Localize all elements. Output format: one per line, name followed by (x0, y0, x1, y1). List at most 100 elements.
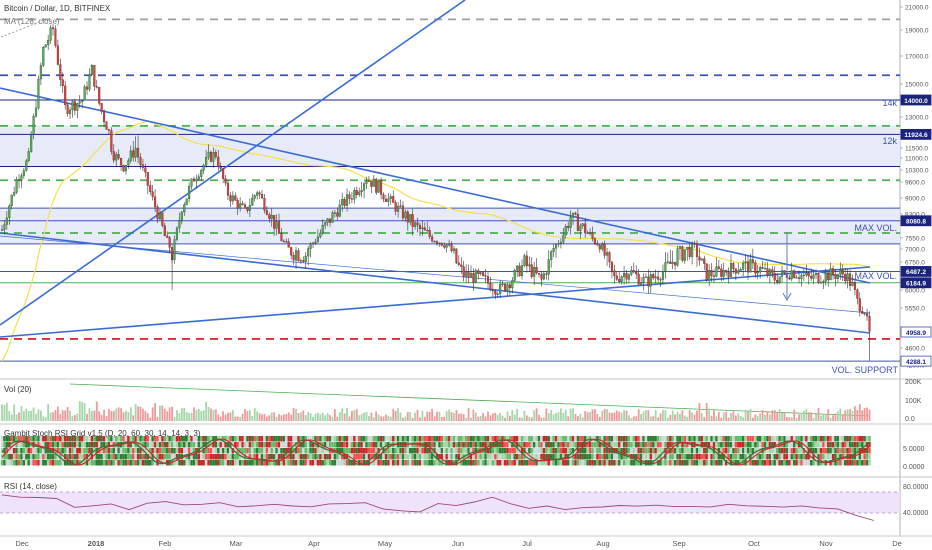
candle (445, 244, 448, 253)
volume-bar (348, 416, 351, 421)
stoch-grid-cell (433, 442, 436, 448)
stoch-grid-cell (800, 460, 803, 466)
stoch-grid-cell (68, 436, 72, 442)
stoch-grid-cell (348, 436, 351, 442)
candle (625, 269, 628, 284)
stoch-grid-cell (613, 436, 616, 442)
stoch-grid-cell (703, 454, 706, 460)
volume-bar (773, 410, 776, 421)
candle (431, 233, 434, 243)
stoch-grid-cell (571, 460, 575, 466)
stoch-grid-cell (258, 442, 261, 448)
candle (729, 253, 733, 278)
candle (168, 235, 171, 254)
time-axis[interactable]: Dec 2018 Feb Mar Apr May Jun Jul Aug Sep Oct Nov De (15, 539, 901, 548)
volume-bar (433, 416, 436, 421)
stoch-grid-cell (450, 442, 453, 448)
stoch-grid-cell (861, 436, 864, 442)
candle (533, 261, 536, 285)
stoch-grid-cell (304, 460, 307, 466)
stoch-grid-cell (192, 460, 196, 466)
candle (452, 246, 456, 255)
stoch-grid-cell (535, 460, 538, 466)
stoch-grid-cell (523, 436, 526, 442)
stoch-grid-cell (42, 460, 45, 466)
stoch-grid-cell (158, 454, 162, 460)
candle (346, 188, 349, 212)
stoch-grid-cell (792, 454, 796, 460)
volume-bar (66, 407, 69, 421)
stoch-grid-cell (659, 436, 662, 442)
candle (54, 25, 57, 48)
stoch-grid-cell (285, 460, 288, 466)
stoch-grid-cell (831, 460, 835, 466)
stoch-grid-cell (744, 436, 747, 442)
volume-bar (178, 413, 181, 421)
stoch-grid-cell (372, 448, 375, 454)
stoch-grid-cell (355, 442, 358, 448)
stoch-grid-cell (394, 460, 397, 466)
candle (236, 197, 239, 216)
stoch-grid-cell (469, 448, 473, 454)
stoch-grid-cell (275, 460, 278, 466)
volume-bar (149, 417, 152, 421)
stoch-grid-cell (265, 460, 269, 466)
stoch-grid-cell (34, 448, 38, 454)
stoch-grid-cell (576, 448, 580, 454)
volume-bar (596, 413, 599, 421)
candle (849, 269, 852, 291)
volume-bar (688, 410, 691, 421)
stoch-grid-cell (212, 442, 215, 448)
candle (649, 271, 652, 293)
stoch-grid-cell (221, 460, 225, 466)
stoch-grid-cell (51, 460, 55, 466)
stoch-grid-cell (805, 460, 808, 466)
stoch-grid-cell (613, 442, 616, 448)
stoch-grid-cell (460, 436, 463, 442)
volume-bar (562, 412, 565, 421)
stoch-grid-cell (443, 448, 446, 454)
stoch-grid-cell (649, 436, 653, 442)
candle (491, 283, 494, 297)
volume-bar (547, 413, 550, 421)
stoch-grid-cell (413, 442, 417, 448)
stoch-grid-cell (579, 436, 582, 442)
stoch-grid-cell (598, 454, 601, 460)
stoch-grid-cell (795, 442, 798, 448)
stoch-grid-cell (630, 436, 633, 442)
stoch-grid-cell (566, 436, 570, 442)
stoch-grid-cell (270, 460, 273, 466)
stoch-grid-cell (5, 454, 9, 460)
stoch-grid-cell (90, 436, 94, 442)
stoch-grid-cell (246, 442, 249, 448)
stoch-grid-cell (353, 436, 356, 442)
stoch-grid-cell (173, 436, 176, 442)
stoch-grid-cell (780, 460, 784, 466)
rsi-band (0, 492, 900, 513)
volume-bar (127, 412, 130, 421)
volume-bar (76, 413, 79, 421)
stoch-grid-cell (399, 436, 402, 442)
stoch-grid-cell (824, 454, 827, 460)
stoch-grid-cell (93, 442, 96, 448)
stoch-grid-cell (503, 442, 507, 448)
volume-bar (263, 413, 266, 421)
volume-bar (829, 417, 832, 421)
candle (537, 272, 541, 278)
stoch-grid-cell (571, 436, 575, 442)
candle (545, 271, 548, 280)
stoch-grid-cell (744, 448, 747, 454)
stoch-grid-cell (856, 460, 859, 466)
stoch-grid-cell (59, 460, 62, 466)
volume-bar (37, 409, 40, 421)
stoch-grid-cell (647, 436, 650, 442)
stoch-grid-cell (836, 460, 840, 466)
candle (258, 190, 261, 200)
stoch-grid-cell (462, 442, 465, 448)
stoch-grid-cell (146, 460, 149, 466)
stoch-grid-cell (260, 460, 264, 466)
candle (64, 80, 67, 110)
candle (742, 260, 745, 276)
volume-bar (715, 416, 718, 421)
volume-bar (139, 406, 142, 421)
